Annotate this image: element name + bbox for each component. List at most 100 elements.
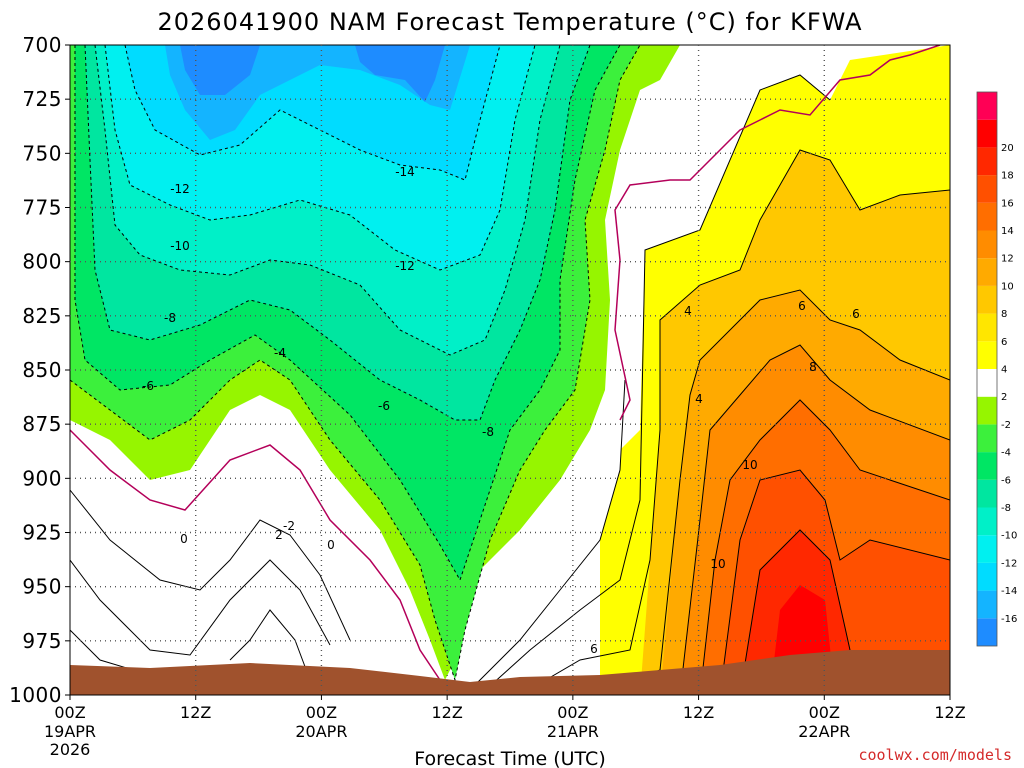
colorbar-label: 8 — [1001, 309, 1007, 320]
colorbar-label: 14 — [1001, 226, 1014, 237]
y-tick-label: 825 — [22, 304, 62, 328]
contour-label: -4 — [274, 346, 286, 360]
y-tick-label: 875 — [22, 412, 62, 436]
colorbar-swatch — [977, 175, 997, 203]
contour-label: -12 — [395, 259, 415, 273]
colorbar-label: -6 — [1001, 475, 1011, 486]
fill-white-band — [70, 45, 800, 695]
temperature-field — [70, 45, 950, 695]
contour-2-left — [70, 489, 351, 641]
y-tick-label: 850 — [22, 358, 62, 382]
y-tick-label: 750 — [22, 141, 62, 165]
colorbar-swatch — [977, 562, 997, 591]
contour-label: 4 — [684, 304, 692, 318]
colorbar-label: 18 — [1001, 171, 1014, 182]
contour-label: -6 — [378, 399, 390, 413]
contour-label: -10 — [170, 239, 190, 253]
x-tick-label: 12Z — [934, 703, 965, 722]
colorbar-label: -16 — [1001, 614, 1017, 625]
x-tick-label: 00Z — [557, 703, 588, 722]
positive-contours — [70, 74, 950, 695]
y-tick-label: 975 — [22, 629, 62, 653]
contour-neg14 — [124, 45, 501, 181]
colorbar-swatch — [977, 147, 997, 176]
x-tick-label: 00Z — [306, 703, 337, 722]
contour-neg8 — [84, 45, 591, 421]
contour-label: 6 — [852, 307, 860, 321]
x-tick-label: 12Z — [431, 703, 462, 722]
x-tick-date: 22APR — [798, 722, 850, 741]
colorbar-label: 12 — [1001, 254, 1014, 265]
colorbar-swatch — [977, 396, 997, 425]
colorbar-label: -10 — [1001, 531, 1017, 542]
contour-label: 4 — [695, 392, 703, 406]
freezing-contour — [70, 45, 941, 681]
chart-title: 2026041900 NAM Forecast Temperature (°C)… — [158, 8, 863, 36]
colorbar-label: 20 — [1001, 143, 1014, 154]
contour-label: 6 — [798, 299, 806, 313]
contour-neg4 — [70, 45, 641, 682]
fill-neg18-b — [355, 45, 445, 102]
contour-label: -14 — [395, 165, 415, 179]
y-tick-label: 950 — [22, 575, 62, 599]
contour-4-left — [70, 559, 331, 656]
contour-4-right — [479, 74, 831, 695]
colorbar-frame — [976, 91, 998, 647]
colorbar-label: 16 — [1001, 198, 1014, 209]
contour-10-right — [679, 344, 950, 695]
colorbar-swatch — [977, 341, 997, 369]
x-tick-label: 12Z — [180, 703, 211, 722]
terrain — [70, 650, 950, 695]
colorbar-label: -14 — [1001, 586, 1017, 597]
y-tick-label: 775 — [22, 196, 62, 220]
contour-label: 10 — [742, 458, 757, 472]
colorbar-swatch — [977, 258, 997, 286]
colorbar-swatch — [977, 590, 997, 619]
contour-2-right — [469, 379, 626, 691]
y-axis: 700 725 750 775 800 825 850 875 900 925 950 975 1000 — [9, 33, 70, 707]
colorbar-swatch — [977, 119, 997, 148]
contour-12-right — [699, 399, 950, 695]
colorbar-label: -12 — [1001, 558, 1017, 569]
colorbar-swatch — [977, 230, 997, 259]
colorbar-swatch — [977, 285, 997, 314]
contour-label: 10 — [710, 557, 725, 571]
colorbar-swatch — [977, 369, 997, 397]
colorbar: -16 -14 -12 -10 -8 -6 -4 -2 2 4 6 8 10 12 14 16 18 20 — [976, 91, 1017, 647]
y-tick-label: 1000 — [9, 683, 62, 707]
credit-text: coolwx.com/models — [858, 746, 1012, 764]
contour-6-right — [519, 149, 950, 695]
colorbar-label: 2 — [1001, 392, 1007, 403]
contour-zero-upper — [614, 45, 941, 421]
x-tick-year: 2026 — [50, 740, 91, 759]
contour-label: -8 — [482, 425, 494, 439]
contour-label: -2 — [283, 519, 295, 533]
colorbar-swatch — [977, 479, 997, 508]
colorbar-label: 10 — [1001, 281, 1014, 292]
x-axis-label: Forecast Time (UTC) — [414, 748, 605, 768]
grid — [70, 45, 950, 695]
x-tick-date: 19APR — [44, 722, 96, 741]
colorbar-label: -4 — [1001, 448, 1011, 459]
contour-8-right — [599, 289, 950, 695]
colorbar-swatch — [977, 92, 997, 120]
y-tick-label: 725 — [22, 87, 62, 111]
contour-label: 0 — [180, 532, 188, 546]
contour-label: 8 — [809, 360, 817, 374]
colorbar-label: -2 — [1001, 420, 1011, 431]
x-tick-label: 12Z — [683, 703, 714, 722]
y-tick-label: 925 — [22, 521, 62, 545]
colorbar-swatch — [977, 535, 997, 563]
fill-neg18-a — [180, 45, 260, 95]
contour-label: 2 — [275, 528, 283, 542]
colorbar-swatch — [977, 507, 997, 536]
colorbar-swatch — [977, 424, 997, 453]
colorbar-swatch — [977, 618, 997, 646]
y-tick-label: 700 — [22, 33, 62, 57]
colorbar-swatch — [977, 313, 997, 342]
x-tick-date: 21APR — [547, 722, 599, 741]
colorbar-label: 6 — [1001, 337, 1007, 348]
contour-label: -6 — [142, 379, 154, 393]
